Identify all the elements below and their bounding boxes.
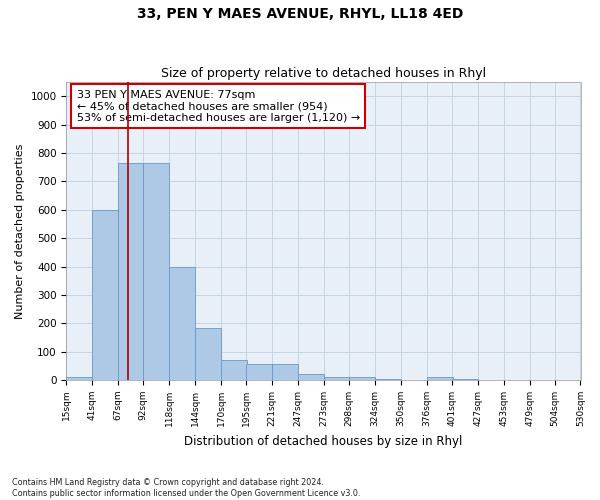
- Bar: [349, 377, 375, 380]
- Bar: [375, 378, 401, 380]
- X-axis label: Distribution of detached houses by size in Rhyl: Distribution of detached houses by size …: [184, 434, 463, 448]
- Bar: [118, 163, 144, 380]
- Text: Contains HM Land Registry data © Crown copyright and database right 2024.
Contai: Contains HM Land Registry data © Crown c…: [12, 478, 361, 498]
- Bar: [169, 266, 195, 380]
- Bar: [143, 163, 169, 380]
- Bar: [324, 377, 350, 380]
- Bar: [67, 377, 92, 380]
- Text: 33 PEN Y MAES AVENUE: 77sqm
← 45% of detached houses are smaller (954)
53% of se: 33 PEN Y MAES AVENUE: 77sqm ← 45% of det…: [77, 90, 360, 122]
- Bar: [92, 210, 118, 380]
- Bar: [298, 374, 324, 380]
- Bar: [195, 328, 221, 380]
- Bar: [246, 364, 272, 380]
- Text: 33, PEN Y MAES AVENUE, RHYL, LL18 4ED: 33, PEN Y MAES AVENUE, RHYL, LL18 4ED: [137, 8, 463, 22]
- Bar: [427, 377, 453, 380]
- Bar: [452, 378, 478, 380]
- Bar: [272, 364, 298, 380]
- Title: Size of property relative to detached houses in Rhyl: Size of property relative to detached ho…: [161, 66, 486, 80]
- Bar: [221, 360, 247, 380]
- Y-axis label: Number of detached properties: Number of detached properties: [15, 144, 25, 319]
